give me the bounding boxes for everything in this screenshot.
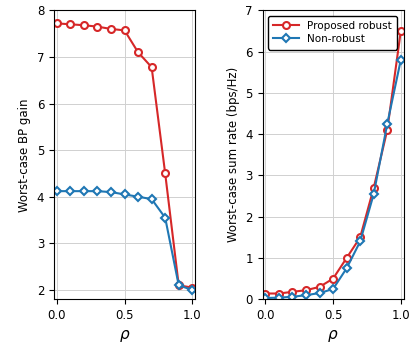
- Legend: Proposed robust, Non-robust: Proposed robust, Non-robust: [268, 15, 397, 50]
- X-axis label: $\rho$: $\rho$: [119, 327, 130, 344]
- Non-robust: [263, 296, 268, 300]
- Non-robust: [371, 192, 376, 196]
- Non-robust: [276, 295, 281, 300]
- Non-robust: [358, 239, 363, 244]
- Proposed robust: [358, 235, 363, 239]
- Line: Non-robust: Non-robust: [262, 57, 404, 301]
- Proposed robust: [331, 277, 336, 281]
- Non-robust: [304, 293, 309, 297]
- Non-robust: [398, 58, 403, 62]
- Y-axis label: Worst-case sum rate (bps/Hz): Worst-case sum rate (bps/Hz): [227, 67, 240, 243]
- Proposed robust: [385, 128, 390, 132]
- X-axis label: $\rho$: $\rho$: [327, 327, 339, 344]
- Non-robust: [385, 122, 390, 126]
- Proposed robust: [317, 285, 322, 289]
- Non-robust: [317, 291, 322, 295]
- Line: Proposed robust: Proposed robust: [262, 28, 404, 297]
- Non-robust: [344, 266, 349, 270]
- Proposed robust: [263, 291, 268, 295]
- Proposed robust: [398, 29, 403, 33]
- Proposed robust: [290, 290, 295, 294]
- Proposed robust: [304, 288, 309, 292]
- Y-axis label: Worst-case BP gain: Worst-case BP gain: [18, 98, 31, 212]
- Non-robust: [331, 287, 336, 291]
- Non-robust: [290, 295, 295, 299]
- Proposed robust: [371, 186, 376, 190]
- Proposed robust: [276, 291, 281, 295]
- Proposed robust: [344, 256, 349, 260]
